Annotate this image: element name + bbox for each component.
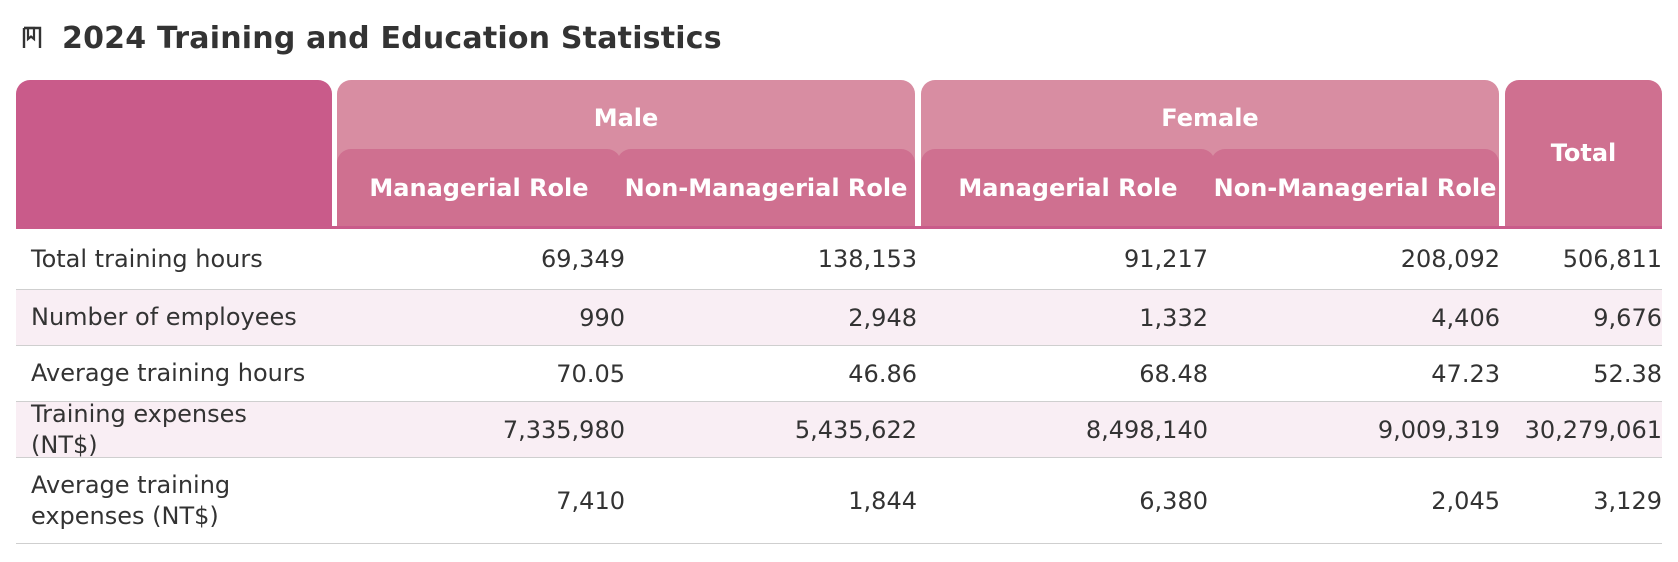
cell-female-managerial: 8,498,140 bbox=[1085, 415, 1208, 444]
cell-male-managerial: 70.05 bbox=[556, 359, 625, 388]
cell-female-non-managerial: 4,406 bbox=[1431, 303, 1500, 332]
cell-male-non-managerial: 2,948 bbox=[848, 303, 917, 332]
header-male-non-managerial: Non-Managerial Role bbox=[617, 149, 915, 226]
header-divider bbox=[16, 226, 1662, 229]
header-corner-cell bbox=[16, 80, 332, 226]
subheader-label: Non-Managerial Role bbox=[624, 173, 908, 202]
row-label: Training expenses (NT$) bbox=[31, 399, 247, 459]
row-label: Total training hours bbox=[31, 244, 263, 273]
cell-male-non-managerial: 1,844 bbox=[848, 486, 917, 515]
cell-total: 506,811 bbox=[1562, 245, 1662, 273]
header-male-managerial: Managerial Role bbox=[337, 149, 621, 226]
cell-male-non-managerial: 5,435,622 bbox=[794, 415, 917, 444]
cell-female-managerial: 6,380 bbox=[1139, 486, 1208, 515]
cell-male-managerial: 7,410 bbox=[556, 486, 625, 515]
cell-total: 52.38 bbox=[1593, 359, 1662, 388]
table-row: Number of employees 990 2,948 1,332 4,40… bbox=[16, 290, 1662, 346]
cell-female-managerial: 1,332 bbox=[1139, 303, 1208, 332]
total-label: Total bbox=[1550, 139, 1617, 167]
table-row: Average training hours 70.05 46.86 68.48… bbox=[16, 346, 1662, 402]
book-icon bbox=[20, 25, 46, 51]
group-label-female: Female bbox=[1161, 104, 1259, 132]
row-label: Number of employees bbox=[31, 303, 297, 331]
cell-total: 30,279,061 bbox=[1524, 415, 1662, 444]
subheader-label: Managerial Role bbox=[369, 173, 589, 202]
cell-male-non-managerial: 138,153 bbox=[817, 245, 917, 273]
cell-female-managerial: 91,217 bbox=[1124, 245, 1208, 273]
cell-male-managerial: 69,349 bbox=[541, 245, 625, 273]
header-total: Total bbox=[1505, 80, 1662, 226]
page-title: 2024 Training and Education Statistics bbox=[62, 20, 722, 56]
header-female-non-managerial: Non-Managerial Role bbox=[1211, 149, 1499, 226]
table-row: Training expenses (NT$) 7,335,980 5,435,… bbox=[16, 399, 1662, 459]
cell-female-non-managerial: 208,092 bbox=[1400, 245, 1500, 273]
table-row: Average training expenses (NT$) 7,410 1,… bbox=[16, 458, 1662, 544]
cell-female-non-managerial: 47.23 bbox=[1431, 359, 1500, 388]
cell-total: 3,129 bbox=[1593, 486, 1662, 515]
subheader-label: Managerial Role bbox=[958, 173, 1178, 202]
cell-male-managerial: 7,335,980 bbox=[502, 415, 625, 444]
subheader-label: Non-Managerial Role bbox=[1213, 173, 1497, 202]
header-female-managerial: Managerial Role bbox=[921, 149, 1215, 226]
cell-female-managerial: 68.48 bbox=[1139, 359, 1208, 388]
cell-female-non-managerial: 9,009,319 bbox=[1377, 415, 1500, 444]
cell-male-non-managerial: 46.86 bbox=[848, 359, 917, 388]
title-row: 2024 Training and Education Statistics bbox=[20, 18, 722, 58]
cell-female-non-managerial: 2,045 bbox=[1431, 486, 1500, 515]
row-label: Average training expenses (NT$) bbox=[31, 470, 231, 530]
cell-total: 9,676 bbox=[1593, 303, 1662, 332]
group-label-male: Male bbox=[593, 104, 659, 132]
cell-male-managerial: 990 bbox=[579, 303, 625, 332]
table-row: Total training hours 69,349 138,153 91,2… bbox=[16, 229, 1662, 290]
row-label: Average training hours bbox=[31, 359, 306, 387]
